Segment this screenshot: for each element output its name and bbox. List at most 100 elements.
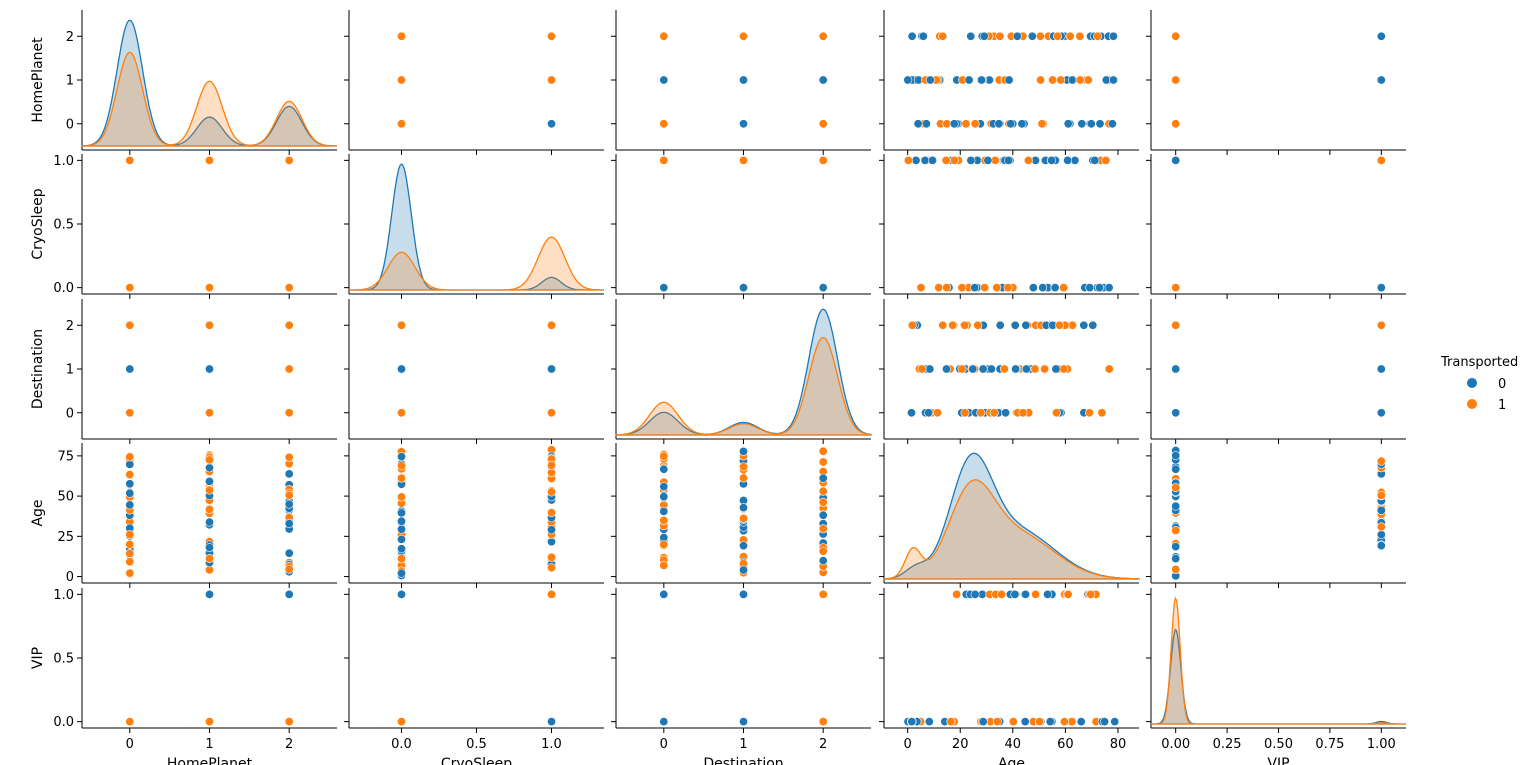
scatter-point-transported-0 [1095,119,1105,129]
scatter-point-transported-1 [976,408,986,418]
scatter-point-transported-0 [968,364,978,374]
scatter-point-transported-1 [1018,408,1028,418]
scatter-point-transported-1 [818,446,828,456]
scatter-point-transported-0 [978,364,988,374]
x-tick-label: 0.50 [1264,737,1293,752]
scatter-point-transported-0 [1100,717,1110,727]
y-tick-label: 0.5 [53,218,74,233]
x-axis-label-Age: Age [998,756,1025,765]
scatter-point-transported-1 [938,31,948,41]
scatter-point-transported-1 [1083,75,1093,85]
x-tick-label: 80 [1110,737,1127,752]
scatter-point-transported-1 [1048,75,1058,85]
scatter-point-transported-1 [995,31,1005,41]
scatter-point-transported-1 [917,364,927,374]
scatter-point-transported-1 [205,717,215,727]
scatter-point-transported-0 [970,589,980,599]
y-tick-label: 0.0 [53,715,74,730]
scatter-point-transported-0 [1021,320,1031,330]
y-tick-label: 0 [66,117,74,132]
scatter-point-transported-1 [738,462,748,472]
scatter-point-transported-0 [1020,589,1030,599]
scatter-point-transported-0 [1001,408,1011,418]
scatter-point-transported-1 [970,119,980,129]
scatter-point-transported-0 [284,548,294,558]
legend-title: Transported [1440,355,1518,370]
x-tick-label: 1.0 [541,737,562,752]
scatter-point-transported-0 [205,364,215,374]
scatter-point-transported-1 [818,486,828,496]
scatter-point-transported-0 [205,517,215,527]
panel-VIP-vs-VIP: 0.00 0.25 0.50 0.75 1.00 VIP [1146,588,1406,765]
scatter-point-transported-1 [1003,283,1013,293]
scatter-point-transported-1 [941,155,951,165]
panel-VIP-vs-HomePlanet: 0.0 0.5 1.0 0 1 2 VIP HomePlanet [30,588,337,765]
scatter-point-transported-1 [738,155,748,165]
x-tick-label: 0.00 [1161,737,1190,752]
scatter-point-transported-1 [818,497,828,507]
scatter-point-transported-0 [925,75,935,85]
scatter-point-transported-0 [1063,155,1073,165]
y-axis-label-VIP: VIP [30,647,46,669]
scatter-point-transported-1 [1040,364,1050,374]
panel-Age-vs-VIP [1146,443,1406,588]
scatter-point-transported-0 [659,283,669,293]
scatter-point-transported-0 [1086,119,1096,129]
scatter-point-transported-1 [284,283,294,293]
scatter-point-transported-0 [125,500,135,510]
scatter-point-transported-1 [125,155,135,165]
scatter-point-transported-0 [396,568,406,578]
scatter-point-transported-1 [284,452,294,462]
scatter-point-transported-1 [205,408,215,418]
panel-CryoSleep-vs-VIP [1146,154,1406,299]
scatter-point-transported-1 [980,283,990,293]
scatter-point-transported-0 [659,464,669,474]
x-tick-label: 2 [285,737,293,752]
scatter-point-transported-0 [284,499,294,509]
x-axis-label-CryoSleep: CryoSleep [441,756,512,765]
x-tick-label: 1.00 [1367,737,1396,752]
legend-marker-1 [1467,399,1477,409]
x-tick-label: 0.25 [1213,737,1242,752]
scatter-point-transported-1 [818,457,828,467]
scatter-point-transported-0 [1171,554,1181,564]
scatter-point-transported-0 [738,589,748,599]
scatter-point-transported-1 [1059,364,1069,374]
scatter-point-transported-1 [1056,75,1066,85]
scatter-point-transported-1 [546,75,556,85]
scatter-point-transported-0 [1003,155,1013,165]
scatter-point-transported-0 [1090,155,1100,165]
scatter-point-transported-1 [738,31,748,41]
scatter-point-transported-0 [284,589,294,599]
scatter-point-transported-0 [125,488,135,498]
scatter-point-transported-0 [818,473,828,483]
scatter-point-transported-0 [924,408,934,418]
y-tick-label: 0.5 [53,652,74,667]
scatter-point-transported-0 [1028,283,1038,293]
y-tick-label: 0 [66,570,74,585]
panel-VIP-vs-Destination: 0 1 2 Destination [611,588,871,765]
y-axis-label-HomePlanet: HomePlanet [30,37,46,123]
x-tick-label: 20 [952,737,969,752]
scatter-point-transported-0 [1038,283,1048,293]
scatter-point-transported-1 [949,155,959,165]
scatter-point-transported-0 [1108,31,1118,41]
scatter-point-transported-0 [659,589,669,599]
x-tick-label: 60 [1057,737,1074,752]
x-axis-label-Destination: Destination [703,756,783,765]
scatter-point-transported-1 [1101,155,1111,165]
y-tick-label: 75 [57,449,74,464]
scatter-point-transported-1 [1055,320,1065,330]
scatter-point-transported-1 [1171,31,1181,41]
scatter-point-transported-1 [960,320,970,330]
scatter-point-transported-1 [205,320,215,330]
panel-Destination-vs-HomePlanet: 0 1 2 Destination [30,299,337,444]
scatter-point-transported-1 [1059,283,1069,293]
panel-Destination-vs-Destination [611,299,872,444]
scatter-point-transported-0 [738,541,748,551]
scatter-point-transported-1 [659,540,669,550]
y-axis-label-CryoSleep: CryoSleep [30,188,46,259]
scatter-point-transported-1 [1075,75,1085,85]
scatter-point-transported-1 [1376,456,1386,466]
scatter-point-transported-1 [942,283,952,293]
